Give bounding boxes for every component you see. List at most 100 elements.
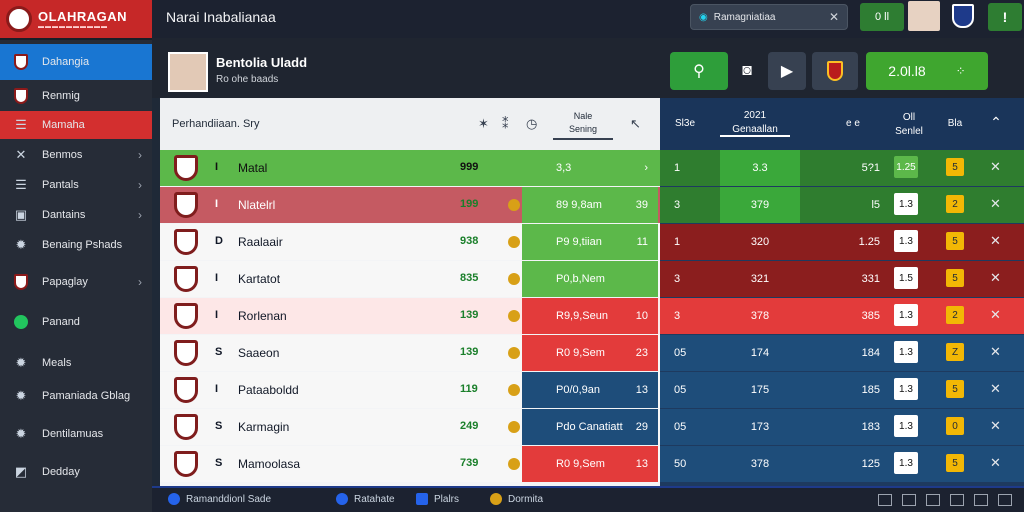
rating-badge[interactable]: 1.3 bbox=[894, 378, 918, 400]
club-flag-button[interactable] bbox=[812, 52, 858, 90]
sidebar-item-6[interactable]: ▣ Dantains › bbox=[0, 200, 152, 230]
grid-icon[interactable] bbox=[974, 494, 988, 506]
col-header-d[interactable]: Oll bbox=[902, 112, 916, 123]
grid-icon[interactable] bbox=[902, 494, 916, 506]
rating-badge[interactable]: 1.3 bbox=[894, 452, 918, 474]
sidebar-item-13[interactable]: ◩ Dedday bbox=[0, 456, 152, 488]
grid-icon[interactable] bbox=[878, 494, 892, 506]
user-avatar[interactable] bbox=[908, 1, 940, 31]
rating-badge[interactable]: 1.3 bbox=[894, 304, 918, 326]
player-name[interactable]: Mamoolasa bbox=[238, 457, 301, 471]
form-badge[interactable]: 2 bbox=[946, 306, 964, 324]
table-row[interactable]: I Nlatelrl 199 89 9,8am 39 bbox=[160, 187, 660, 223]
player-name[interactable]: Saaeon bbox=[238, 346, 280, 360]
sidebar-item-12[interactable]: ✹ Dentilamuas bbox=[0, 418, 152, 450]
table-row[interactable]: 05 173 183 1.3 0 ✕ bbox=[660, 409, 1024, 445]
filter-label[interactable]: Perhandiiaan. Sry bbox=[172, 118, 260, 130]
grid-icon[interactable] bbox=[926, 494, 940, 506]
sidebar-item-10[interactable]: ✹ Meals bbox=[0, 348, 152, 378]
search-input[interactable]: ◉ Ramagniatiaa ✕ bbox=[690, 4, 848, 30]
status-item-2[interactable]: Ratahate bbox=[336, 493, 395, 505]
camera-button[interactable]: ◙ bbox=[732, 52, 762, 90]
close-icon[interactable]: ✕ bbox=[990, 418, 1001, 433]
rating-badge[interactable]: 1.3 bbox=[894, 230, 918, 252]
sidebar-item-7[interactable]: ✹ Benaing Pshads bbox=[0, 230, 152, 260]
close-icon[interactable]: ✕ bbox=[990, 307, 1001, 322]
status-item-3[interactable]: Plalrs bbox=[416, 493, 459, 505]
table-row[interactable]: 50 378 125 1.3 5 ✕ bbox=[660, 446, 1024, 482]
table-row[interactable]: 1 320 1.25 1.3 5 ✕ bbox=[660, 224, 1024, 260]
form-badge[interactable]: 5 bbox=[946, 380, 964, 398]
rating-badge[interactable]: 1.3 bbox=[894, 193, 918, 215]
chevron-up-icon[interactable]: ⌃ bbox=[990, 114, 1002, 130]
form-badge[interactable]: Z bbox=[946, 343, 964, 361]
rating-badge[interactable]: 1.25 bbox=[894, 156, 918, 178]
grid-icon[interactable] bbox=[998, 494, 1012, 506]
table-row[interactable]: I Pataaboldd 119 P0/0,9an 13 bbox=[160, 372, 660, 408]
form-badge[interactable]: 5 bbox=[946, 269, 964, 287]
status-item-1[interactable]: Ramanddionl Sade bbox=[168, 493, 271, 505]
form-badge[interactable]: 0 bbox=[946, 417, 964, 435]
player-name[interactable]: Raalaair bbox=[238, 235, 283, 249]
close-icon[interactable]: ✕ bbox=[990, 455, 1001, 470]
star-icon[interactable]: ✶ bbox=[478, 116, 489, 131]
close-icon[interactable]: ✕ bbox=[990, 344, 1001, 359]
play-button[interactable]: ▶ bbox=[768, 52, 806, 90]
app-logo[interactable]: OLAHRAGAN ▬▬▬▬▬▬▬▬▬▬ bbox=[0, 0, 152, 40]
rating-badge[interactable]: 1.5 bbox=[894, 267, 918, 289]
clock-icon[interactable]: ◷ bbox=[526, 116, 538, 131]
close-icon[interactable]: ✕ bbox=[990, 381, 1001, 396]
sidebar-item-3[interactable]: ☰ Mamaha bbox=[0, 111, 152, 139]
col-header-b[interactable]: 2021 bbox=[743, 110, 767, 121]
position-cell[interactable]: R9,9,Seun 10 bbox=[522, 298, 658, 334]
table-row[interactable]: I Rorlenan 139 R9,9,Seun 10 bbox=[160, 298, 660, 334]
rating-badge[interactable]: 1.3 bbox=[894, 341, 918, 363]
table-row[interactable]: 05 175 185 1.3 5 ✕ bbox=[660, 372, 1024, 408]
status-item-4[interactable]: Dormita bbox=[490, 493, 543, 505]
col-header-e[interactable]: Bla bbox=[947, 118, 963, 129]
cursor-icon[interactable]: ↖ bbox=[630, 116, 641, 131]
position-cell[interactable]: P0/0,9an 13 bbox=[522, 372, 658, 408]
position-cell[interactable]: R0 9,Sem 23 bbox=[522, 335, 658, 371]
form-badge[interactable]: 2 bbox=[946, 195, 964, 213]
table-row[interactable]: I Kartatot 835 P0,b,Nem bbox=[160, 261, 660, 297]
close-icon[interactable]: ✕ bbox=[828, 10, 839, 24]
player-name[interactable]: Matal bbox=[238, 161, 268, 175]
alert-button[interactable]: ! bbox=[988, 3, 1022, 31]
position-cell[interactable]: R0 9,Sem 13 bbox=[522, 446, 658, 482]
player-name[interactable]: Nlatelrl bbox=[238, 198, 276, 212]
sort-icon[interactable]: ⁑ bbox=[502, 116, 509, 131]
position-cell[interactable]: P9 9,tiian 11 bbox=[522, 224, 658, 260]
sidebar-item-2[interactable]: Renmig bbox=[0, 82, 152, 110]
sidebar-item-8[interactable]: Papaglay › bbox=[0, 264, 152, 300]
sidebar-item-9[interactable]: Panand bbox=[0, 306, 152, 338]
col-header-a[interactable]: Sl3e bbox=[674, 118, 695, 129]
sidebar-item-11[interactable]: ✹ Pamaniada Gblag bbox=[0, 380, 152, 412]
table-row[interactable]: 05 174 184 1.3 Z ✕ bbox=[660, 335, 1024, 371]
table-row[interactable]: S Saaeon 139 R0 9,Sem 23 bbox=[160, 335, 660, 371]
role-column-header[interactable]: Nale Sening bbox=[550, 110, 616, 140]
table-row[interactable]: 1 3.3 5?1 1.25 5 ✕ bbox=[660, 150, 1024, 186]
grid-icon[interactable] bbox=[950, 494, 964, 506]
close-icon[interactable]: ✕ bbox=[990, 159, 1001, 174]
table-row[interactable]: S Mamoolasa 739 R0 9,Sem 13 bbox=[160, 446, 660, 482]
sidebar-item-5[interactable]: ☰ Pantals › bbox=[0, 170, 152, 200]
player-name[interactable]: Karmagin bbox=[238, 420, 290, 434]
player-name[interactable]: Kartatot bbox=[238, 272, 281, 286]
search-button[interactable]: ⚲ bbox=[670, 52, 728, 90]
sidebar-item-4[interactable]: ✕ Benmos › bbox=[0, 140, 152, 170]
close-icon[interactable]: ✕ bbox=[990, 270, 1001, 285]
position-cell[interactable]: 89 9,8am 39 bbox=[522, 187, 658, 223]
position-cell[interactable]: 3,3 › bbox=[522, 150, 658, 186]
score-display-button[interactable]: 2.0l.l8 ⁘ bbox=[866, 52, 988, 90]
close-icon[interactable]: ✕ bbox=[990, 233, 1001, 248]
table-row[interactable]: S Karmagin 249 Pdo Canatiatt 29 bbox=[160, 409, 660, 445]
table-row[interactable]: 3 378 385 1.3 2 ✕ bbox=[660, 298, 1024, 334]
form-badge[interactable]: 5 bbox=[946, 232, 964, 250]
sidebar-item-1[interactable]: Dahangia bbox=[0, 44, 152, 80]
position-cell[interactable]: Pdo Canatiatt 29 bbox=[522, 409, 658, 445]
player-name[interactable]: Rorlenan bbox=[238, 309, 287, 323]
form-badge[interactable]: 5 bbox=[946, 454, 964, 472]
col-header-c[interactable]: e e bbox=[846, 118, 860, 129]
flag-icon[interactable] bbox=[952, 4, 974, 28]
